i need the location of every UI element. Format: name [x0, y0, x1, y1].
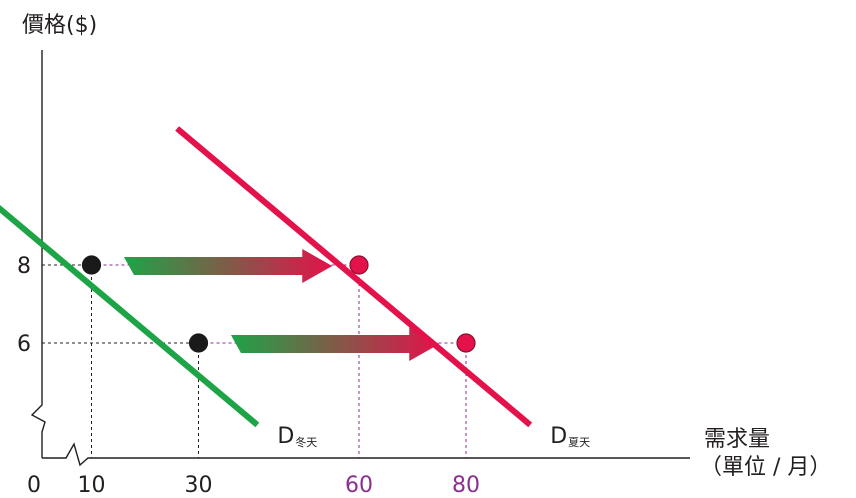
y-axis-title: 價格($)	[22, 13, 97, 38]
x-tick-10: 10	[78, 473, 106, 498]
curve-label-subscript: 冬天	[295, 435, 317, 449]
demand-curve-1	[0, 204, 260, 428]
shift-arrows	[123, 249, 440, 361]
curve-label-1: D冬天	[277, 424, 317, 449]
curve-label-letter: D	[277, 424, 294, 449]
x-tick-80: 80	[452, 473, 480, 498]
curve-label-letter: D	[550, 424, 567, 449]
demand-curve-2	[175, 126, 533, 428]
x-tick-30: 30	[185, 473, 213, 498]
origin-label: 0	[27, 473, 41, 498]
shift-arrow-1	[123, 249, 333, 283]
point-1-q30-p6	[188, 333, 209, 353]
x-tick-60: 60	[345, 473, 373, 498]
curve-labels: D冬天 D夏天	[277, 424, 590, 449]
point-2-q60-p8	[349, 255, 369, 275]
shift-arrow-2	[230, 327, 440, 361]
curve-label-2: D夏天	[550, 424, 590, 449]
axes	[30, 50, 690, 467]
tick-labels: 10 30 60 80 8 6	[17, 254, 480, 498]
y-axis-line	[30, 50, 46, 458]
x-axis-title: 需求量	[704, 427, 770, 452]
curve-label-subscript: 夏天	[568, 436, 590, 449]
x-axis-unit: （單位 / 月）	[700, 455, 831, 480]
y-tick-6: 6	[17, 332, 31, 357]
point-1-q10-p8	[81, 255, 102, 275]
equilibrium-points	[81, 255, 476, 353]
y-tick-8: 8	[17, 254, 31, 279]
point-2-q80-p6	[456, 333, 476, 353]
demand-curves	[0, 126, 533, 428]
x-axis-line	[42, 442, 690, 467]
